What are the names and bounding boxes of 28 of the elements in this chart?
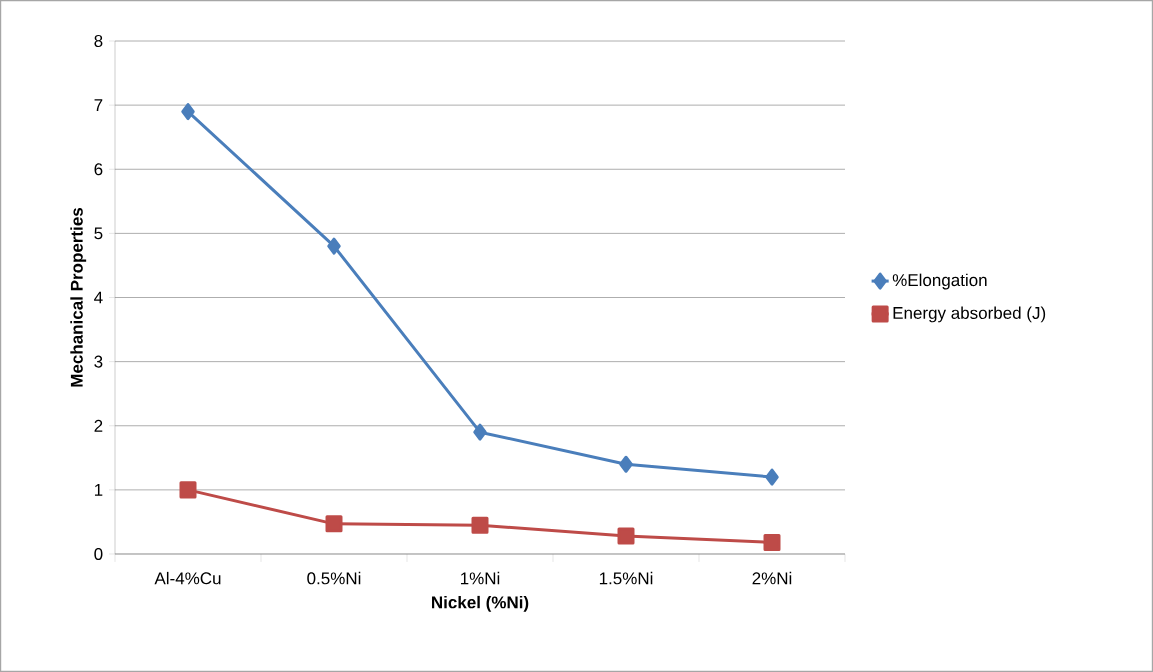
point	[619, 455, 633, 473]
x-tick-label: 1%Ni	[460, 571, 500, 585]
point	[179, 481, 197, 499]
x-tick-label: 0.5%Ni	[307, 571, 361, 585]
y-tick-label: 6	[94, 163, 103, 176]
point	[327, 237, 341, 255]
x-tick-label: 1.5%Ni	[599, 571, 653, 585]
y-tick-label: 5	[94, 227, 103, 240]
legend-label: Energy absorbed (J)	[893, 306, 1046, 323]
point	[473, 423, 487, 441]
x-tick-label: Al-4%Cu	[154, 571, 221, 585]
y-tick-label: 0	[94, 547, 103, 561]
point	[471, 516, 489, 534]
x-tick-label: 2%Ni	[752, 571, 792, 585]
y-tick-label: 8	[94, 34, 103, 48]
y-axis-title: Mechanical Properties	[70, 208, 87, 387]
y-tick-label: 7	[94, 99, 103, 111]
y-tick-label: 2	[94, 419, 103, 432]
point	[763, 533, 781, 551]
point	[765, 468, 779, 486]
point	[325, 515, 343, 533]
y-tick-label: 4	[94, 291, 103, 304]
y-tick-label: 1	[94, 484, 103, 496]
legend-label: %Elongation	[892, 273, 987, 290]
point	[617, 527, 635, 545]
y-tick-label: 3	[94, 355, 103, 368]
x-axis-title: Nickel (%Ni)	[432, 595, 529, 612]
point	[181, 103, 195, 121]
